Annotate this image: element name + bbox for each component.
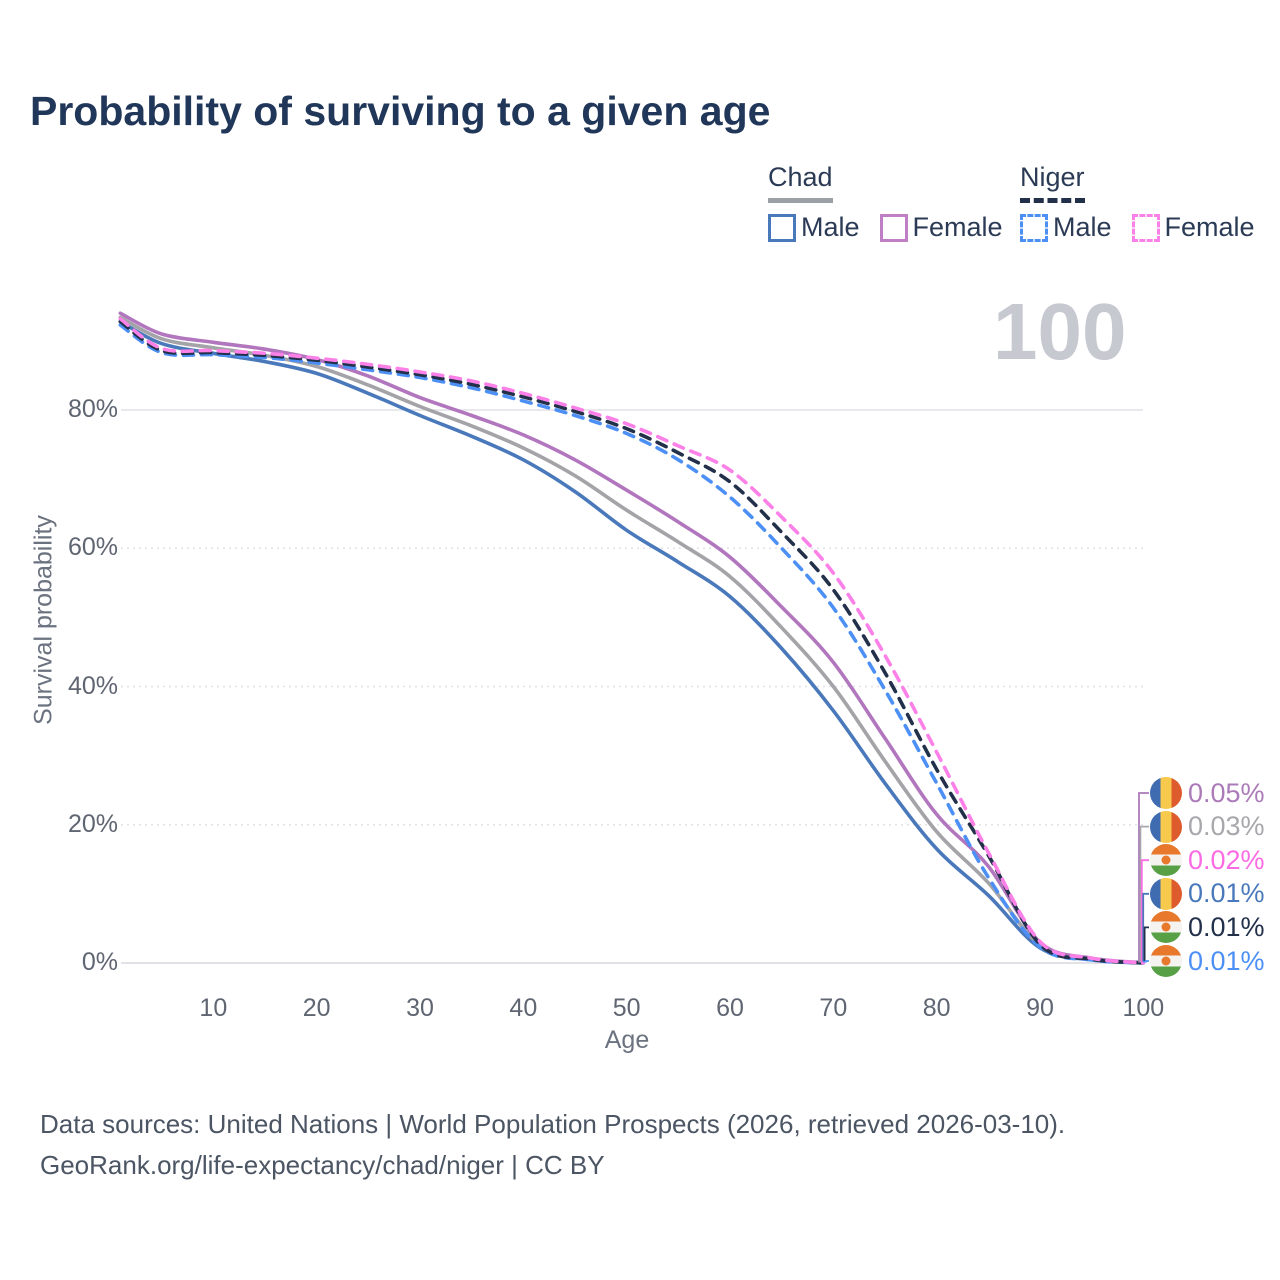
- niger-flag-icon: [1150, 945, 1182, 977]
- x-tick-40: 40: [509, 994, 538, 1022]
- series-niger-male: [118, 323, 1146, 965]
- y-tick-80%: 80%: [67, 395, 118, 423]
- legend-chad-female-label[interactable]: Female: [912, 212, 1003, 242]
- chad-flag-icon: [1150, 877, 1182, 910]
- chad-male-swatch-icon[interactable]: [768, 213, 796, 242]
- chad-flag-icon: [1150, 777, 1182, 809]
- page-title: Probability of surviving to a given age: [30, 88, 771, 134]
- footer-attribution-link: GeoRank.org/life-expectancy/chad/niger |…: [40, 1150, 605, 1180]
- end-value-niger-total: 0.01%: [1188, 911, 1265, 942]
- legend-niger-items: Male Female: [1020, 212, 1275, 243]
- y-tick-0%: 0%: [81, 948, 118, 976]
- series-chad-female: [118, 311, 1146, 965]
- legend-chad-items: Male Female: [768, 212, 1023, 243]
- x-tick-100: 100: [1122, 994, 1165, 1022]
- niger-flag-icon: [1150, 911, 1182, 944]
- y-tick-60%: 60%: [67, 533, 118, 562]
- end-label-chad-male: 0.01%: [1150, 877, 1265, 911]
- end-value-chad-female: 0.05%: [1188, 777, 1265, 808]
- x-tick-50: 50: [612, 994, 641, 1022]
- end-value-chad-total: 0.03%: [1188, 811, 1265, 842]
- age-counter-watermark: 100: [993, 287, 1127, 376]
- end-label-chad-female: 0.05%: [1150, 776, 1265, 810]
- niger-male-swatch-icon[interactable]: [1020, 213, 1048, 242]
- x-tick-70: 70: [819, 994, 848, 1022]
- end-label-niger-male: 0.01%: [1150, 944, 1265, 978]
- chad-female-swatch-icon[interactable]: [879, 213, 908, 242]
- legend-group-niger: Niger Male Female: [1020, 162, 1275, 243]
- y-tick-40%: 40%: [67, 671, 118, 700]
- end-label-chad-total: 0.03%: [1150, 810, 1265, 844]
- end-label-niger-total: 0.01%: [1150, 910, 1265, 944]
- legend-chad-label[interactable]: Chad: [768, 162, 833, 203]
- footer: Data sources: United Nations | World Pop…: [40, 1104, 1065, 1186]
- x-tick-80: 80: [922, 994, 951, 1022]
- x-tick-60: 60: [716, 994, 744, 1022]
- legend-chad-male-label[interactable]: Male: [801, 212, 860, 242]
- legend-niger-female-label[interactable]: Female: [1164, 212, 1255, 242]
- series-chad-male: [118, 319, 1146, 965]
- end-value-niger-male: 0.01%: [1188, 945, 1265, 976]
- x-tick-90: 90: [1026, 994, 1054, 1022]
- x-axis-title: Age: [604, 1026, 650, 1054]
- legend-niger-label[interactable]: Niger: [1020, 162, 1085, 203]
- niger-flag-icon: [1150, 844, 1182, 877]
- x-tick-20: 20: [302, 994, 331, 1022]
- footer-data-sources: Data sources: United Nations | World Pop…: [40, 1109, 1066, 1139]
- end-value-chad-male: 0.01%: [1188, 878, 1265, 909]
- legend-niger-male-label[interactable]: Male: [1053, 212, 1112, 242]
- series-niger-female: [118, 317, 1146, 965]
- leader-line-niger-total: [1143, 926, 1149, 963]
- niger-female-swatch-icon[interactable]: [1131, 213, 1160, 242]
- end-value-niger-female: 0.02%: [1188, 844, 1265, 875]
- end-label-niger-female: 0.02%: [1150, 843, 1265, 877]
- chad-flag-icon: [1150, 810, 1182, 843]
- legend-group-chad: Chad Male Female: [768, 162, 1023, 243]
- x-tick-30: 30: [406, 994, 434, 1022]
- y-axis-title: Survival probability: [29, 515, 58, 725]
- leader-line-niger-male: [1143, 960, 1149, 963]
- x-tick-10: 10: [199, 994, 228, 1022]
- y-tick-20%: 20%: [67, 809, 118, 838]
- series-niger-total: [118, 319, 1146, 965]
